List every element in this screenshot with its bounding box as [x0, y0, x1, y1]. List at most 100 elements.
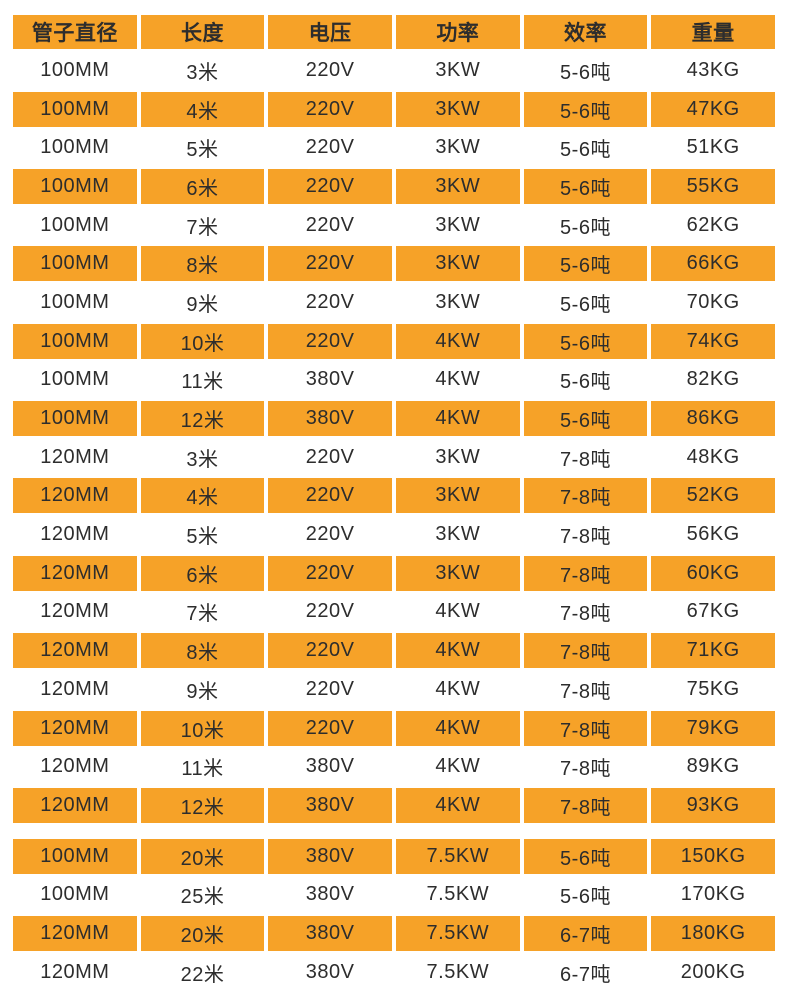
- table-cell: 380V: [268, 787, 392, 823]
- table-cell: 220V: [305, 677, 355, 700]
- table-section-2: 100MM 20米 380V 7.5KW 5-6吨 150KG 100MM 25米 380V 7.…: [13, 837, 775, 987]
- table-cell: 380V: [305, 960, 355, 983]
- table-cell: 220V: [305, 600, 355, 623]
- table-cell: 7.5KW: [426, 960, 490, 983]
- table-cell: 7.5KW: [426, 883, 490, 906]
- table-cell: 11米: [181, 371, 224, 394]
- table-cell: 100MM: [13, 401, 137, 437]
- table-cell: 100MM: [40, 368, 110, 391]
- table-row: 120MM 8米 220V 4KW 7-8吨 71KG: [13, 631, 775, 670]
- table-cell: 7-8吨: [523, 555, 648, 591]
- table-cell: 3KW: [395, 91, 520, 127]
- table-cell: 20米: [140, 915, 265, 951]
- table-cell: 120MM: [13, 710, 137, 746]
- table-cell: 10米: [140, 323, 265, 359]
- table-cell: 3KW: [395, 168, 520, 204]
- table-row: 120MM 10米 220V 4KW 7-8吨 79KG: [13, 709, 775, 748]
- table-cell: 25米: [180, 886, 225, 909]
- table-cell: 120MM: [40, 677, 110, 700]
- table-cell: 3米: [186, 61, 219, 84]
- table-cell: 180KG: [651, 915, 775, 951]
- table-cell: 7-8吨: [523, 787, 648, 823]
- table-cell: 100MM: [13, 323, 137, 359]
- table-cell: 4KW: [395, 710, 520, 746]
- table-cell: 4KW: [395, 787, 520, 823]
- table-cell: 380V: [305, 883, 355, 906]
- table-row: 100MM 10米 220V 4KW 5-6吨 74KG: [13, 322, 775, 361]
- table-cell: 5-6吨: [523, 323, 648, 359]
- table-cell: 5-6吨: [523, 838, 648, 874]
- table-cell: 3KW: [395, 478, 520, 514]
- table-cell: 120MM: [40, 445, 110, 468]
- table-cell: 7-8吨: [560, 603, 611, 626]
- table-cell: 5-6吨: [560, 61, 611, 84]
- table-cell: 55KG: [651, 168, 775, 204]
- table-cell: 380V: [305, 755, 355, 778]
- column-header: 长度: [140, 15, 265, 49]
- table-cell: 6米: [140, 555, 265, 591]
- table-cell: 10米: [140, 710, 265, 746]
- table-cell: 4KW: [395, 633, 520, 669]
- table-cell: 4KW: [435, 600, 481, 623]
- table-cell: 75KG: [686, 677, 740, 700]
- table-cell: 120MM: [40, 755, 110, 778]
- table-cell: 120MM: [13, 633, 137, 669]
- table-cell: 6-7吨: [523, 915, 648, 951]
- table-row: 120MM 3米 220V 3KW 7-8吨 48KG: [13, 438, 775, 477]
- table-cell: 220V: [268, 478, 392, 514]
- table-cell: 5-6吨: [560, 886, 611, 909]
- table-row: 100MM 25米 380V 7.5KW 5-6吨 170KG: [13, 875, 775, 914]
- table-row: 120MM 12米 380V 4KW 7-8吨 93KG: [13, 786, 775, 825]
- table-row: 100MM 8米 220V 3KW 5-6吨 66KG: [13, 244, 775, 283]
- table-cell: 380V: [268, 915, 392, 951]
- table-cell: 3KW: [435, 136, 481, 159]
- table-row: 120MM 9米 220V 4KW 7-8吨 75KG: [13, 670, 775, 709]
- table-cell: 4KW: [395, 401, 520, 437]
- table-cell: 5米: [186, 526, 219, 549]
- column-header: 效率: [523, 15, 648, 49]
- table-cell: 220V: [305, 445, 355, 468]
- table-cell: 220V: [268, 555, 392, 591]
- table-cell: 7-8吨: [560, 758, 611, 781]
- table-cell: 20米: [140, 838, 265, 874]
- table-cell: 9米: [186, 680, 219, 703]
- table-cell: 47KG: [651, 91, 775, 127]
- table-cell: 220V: [268, 246, 392, 282]
- table-cell: 100MM: [40, 883, 110, 906]
- table-cell: 82KG: [686, 368, 740, 391]
- table-row: 120MM 20米 380V 7.5KW 6-7吨 180KG: [13, 914, 775, 953]
- table-cell: 100MM: [40, 58, 110, 81]
- table-cell: 3KW: [395, 555, 520, 591]
- table-cell: 11米: [181, 758, 224, 781]
- table-cell: 71KG: [651, 633, 775, 669]
- table-cell: 100MM: [13, 168, 137, 204]
- table-row: 120MM 22米 380V 7.5KW 6-7吨 200KG: [13, 953, 775, 987]
- table-cell: 4KW: [395, 323, 520, 359]
- table-cell: 7.5KW: [395, 915, 520, 951]
- table-row: 100MM 3米 220V 3KW 5-6吨 43KG: [13, 51, 775, 90]
- table-cell: 120MM: [13, 478, 137, 514]
- table-cell: 4KW: [435, 368, 481, 391]
- table-row: 100MM 4米 220V 3KW 5-6吨 47KG: [13, 90, 775, 129]
- table-cell: 380V: [268, 401, 392, 437]
- table-cell: 52KG: [651, 478, 775, 514]
- table-row: 100MM 12米 380V 4KW 5-6吨 86KG: [13, 399, 775, 438]
- table-cell: 3KW: [395, 246, 520, 282]
- table-row: 120MM 11米 380V 4KW 7-8吨 89KG: [13, 747, 775, 786]
- table-cell: 100MM: [13, 838, 137, 874]
- table-cell: 220V: [268, 168, 392, 204]
- table-cell: 5-6吨: [523, 168, 648, 204]
- table-row: 100MM 6米 220V 3KW 5-6吨 55KG: [13, 167, 775, 206]
- table-cell: 200KG: [680, 960, 746, 983]
- table-cell: 100MM: [40, 136, 110, 159]
- table-row: 120MM 5米 220V 3KW 7-8吨 56KG: [13, 515, 775, 554]
- table-cell: 5-6吨: [523, 246, 648, 282]
- table-cell: 89KG: [686, 755, 740, 778]
- table-header-row: 管子直径 长度 电压 功率 效率 重量: [13, 15, 775, 49]
- table-row: 120MM 4米 220V 3KW 7-8吨 52KG: [13, 477, 775, 516]
- table-cell: 5-6吨: [560, 139, 611, 162]
- table-cell: 12米: [140, 401, 265, 437]
- table-cell: 5-6吨: [560, 371, 611, 394]
- table-cell: 120MM: [40, 960, 110, 983]
